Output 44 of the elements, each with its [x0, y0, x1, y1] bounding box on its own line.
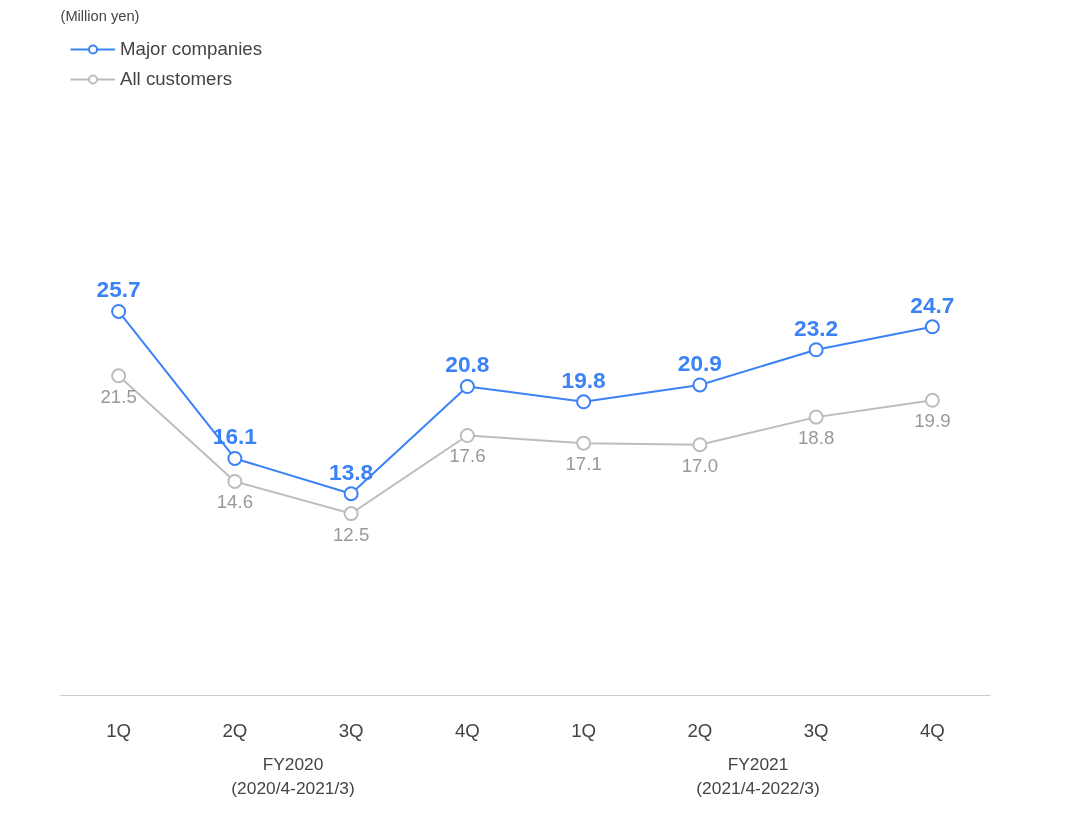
legend-label: All customers [120, 68, 232, 90]
data-label: 24.7 [910, 291, 955, 318]
point [227, 450, 243, 466]
point [576, 435, 592, 451]
data-label: 17.6 [449, 445, 486, 467]
point [924, 392, 940, 408]
point [576, 394, 592, 410]
data-label: 23.2 [794, 314, 839, 341]
x-tick-label: 2Q [687, 719, 713, 741]
x-tick-label: 3Q [803, 719, 829, 741]
data-label: 19.9 [914, 410, 951, 432]
point [227, 473, 243, 489]
data-label: 19.8 [561, 366, 606, 393]
data-label: 18.8 [797, 427, 835, 449]
legend-label: Major companies [120, 38, 263, 60]
data-label: 17.1 [565, 453, 602, 475]
point [692, 437, 708, 453]
x-tick-label: 4Q [454, 719, 480, 741]
data-label: 20.8 [445, 351, 490, 378]
text: FY2021 (2021/4-2022/3) [696, 753, 820, 798]
point [924, 319, 940, 335]
point [808, 409, 824, 425]
data-label: 20.9 [677, 349, 722, 376]
data-label: 14.6 [216, 491, 254, 513]
point [459, 379, 475, 394]
point [692, 377, 708, 393]
data-label: 25.7 [96, 276, 141, 303]
point [111, 303, 127, 319]
x-tick-label: 1Q [571, 719, 597, 741]
x-tick-label: 4Q [919, 719, 945, 741]
x-tick-label: 1Q [106, 719, 132, 741]
point [459, 428, 475, 443]
data-label: 13.8 [329, 458, 374, 485]
x-tick-label: 2Q [222, 719, 248, 741]
point [111, 368, 127, 384]
text: FY2020 (2020/4-2021/3) [231, 753, 355, 798]
point [808, 342, 824, 358]
data-label: 21.5 [100, 385, 137, 407]
data-label: 17.0 [681, 454, 719, 476]
data-label: 12.5 [332, 523, 370, 545]
point [343, 506, 359, 522]
point [343, 486, 359, 502]
x-tick-label: 3Q [338, 719, 364, 741]
text: (Million yen) [60, 7, 140, 24]
